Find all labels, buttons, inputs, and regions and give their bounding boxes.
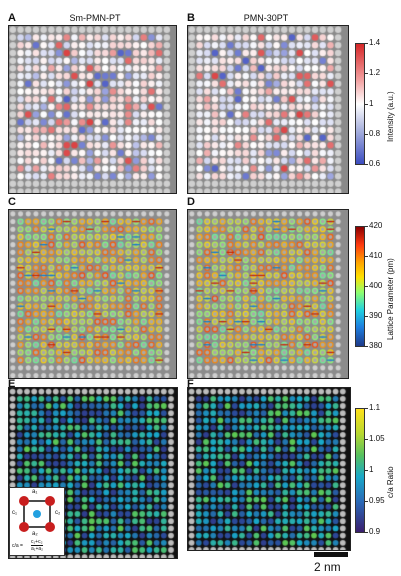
lattice-tick: 380	[369, 341, 383, 350]
lattice-tick: 410	[369, 251, 383, 260]
inset-c2-label: c₂	[55, 510, 61, 516]
intensity-axis-label: Intensity (a.u.)	[386, 91, 395, 142]
intensity-tick: 1.4	[369, 38, 381, 47]
intensity-tick: 1	[369, 99, 374, 108]
lattice-axis-label: Lattice Parameter (pm)	[386, 258, 395, 340]
panel-label-f: F	[187, 378, 194, 390]
inset-c1-label: c₁	[12, 510, 18, 516]
unit-cell-inset: a₁ a₂ c₁ c₂ c/a = c₁+c₂ a₁+a₂	[9, 487, 65, 556]
intensity-tick: 0.6	[369, 159, 381, 168]
inset-formula-lhs: c/a =	[12, 543, 23, 549]
panel-b-intensity-map	[187, 25, 349, 194]
panel-label-b: B	[187, 12, 195, 24]
scale-bar	[314, 552, 348, 557]
inset-formula-numerator: c₁+c₂	[31, 539, 43, 546]
inset-a1-label: a₁	[32, 489, 38, 495]
ratio-tick: 0.9	[369, 527, 381, 536]
panel-f-ca-ratio-map	[187, 387, 351, 551]
ratio-tick: 1	[369, 465, 374, 474]
scale-bar-label: 2 nm	[314, 560, 341, 574]
panel-d-lattice-map	[187, 209, 349, 379]
lattice-tick: 400	[369, 281, 383, 290]
inset-a2-label: a₂	[32, 531, 38, 537]
ratio-tick: 1.05	[369, 434, 385, 443]
unit-cell-diagram	[19, 496, 55, 532]
panel-title-b: PMN-30PT	[243, 13, 289, 23]
ratio-tick: 0.95	[369, 496, 385, 505]
panel-a-intensity-map	[8, 25, 177, 194]
lattice-tick: 420	[369, 221, 383, 230]
lattice-tick: 390	[369, 311, 383, 320]
intensity-tick: 1.2	[369, 68, 381, 77]
inset-formula-denominator: a₁+a₂	[31, 546, 44, 552]
panel-label-e: E	[8, 378, 16, 390]
panel-c-lattice-map	[8, 209, 177, 379]
ratio-axis-label: c/a Ratio	[386, 466, 395, 498]
panel-label-a: A	[8, 12, 16, 24]
intensity-tick: 0.8	[369, 129, 381, 138]
ratio-tick: 1.1	[369, 403, 381, 412]
panel-label-c: C	[8, 196, 16, 208]
panel-label-d: D	[187, 196, 195, 208]
panel-title-a: Sm-PMN-PT	[69, 13, 121, 23]
